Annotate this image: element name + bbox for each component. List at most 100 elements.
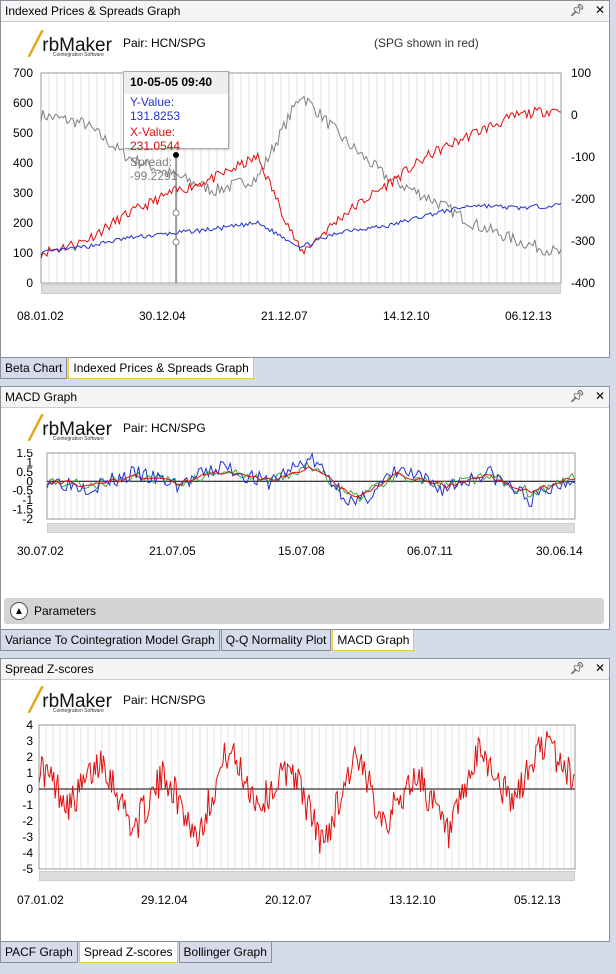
y-tick-label: 500: [13, 126, 33, 140]
histogram-series-line: [46, 466, 575, 498]
y-tick-label: 0: [26, 276, 33, 290]
tab-qq-plot[interactable]: Q-Q Normality Plot: [220, 630, 332, 651]
crosshair-marker: [172, 238, 180, 246]
x-tick-label: 05.12.13: [514, 893, 561, 907]
y-tick-label: 700: [13, 66, 33, 80]
tooltip-time: 10-05-05 09:40: [124, 72, 228, 94]
y-tick-label: 400: [13, 156, 33, 170]
y-tick-label: -1.5: [12, 503, 33, 517]
x-tick-label: 30.06.14: [536, 544, 583, 558]
pin-icon[interactable]: 📌︎: [569, 3, 585, 17]
parameters-expander[interactable]: ▲ Parameters: [4, 598, 604, 624]
y-tick-label: 600: [13, 96, 33, 110]
y-tick-label: -0.5: [12, 484, 33, 498]
pair-label: Pair: HCN/SPG: [123, 421, 206, 435]
tab-beta-chart[interactable]: Beta Chart: [0, 358, 68, 379]
y-tick-label: -1: [22, 798, 33, 812]
tab-pacf[interactable]: PACF Graph: [0, 942, 78, 963]
pair-label: Pair: HCN/SPG: [123, 693, 206, 707]
y-tick-label: -2: [22, 512, 33, 526]
chart-scrollbar[interactable]: [47, 523, 575, 533]
tab-indexed-prices[interactable]: Indexed Prices & Spreads Graph: [68, 358, 254, 379]
tab-variance[interactable]: Variance To Cointegration Model Graph: [0, 630, 220, 651]
y-tick-label: 1.5: [16, 449, 33, 460]
indexed-prices-panel: Indexed Prices & Spreads Graph 📌︎ ✕ ╱rbM…: [0, 0, 610, 358]
logo-arc-icon: ╱: [29, 415, 43, 440]
panel1-tabs: Beta Chart Indexed Prices & Spreads Grap…: [0, 358, 255, 379]
y-tick-label: 300: [13, 186, 33, 200]
data-tooltip: 10-05-05 09:40 Y-Value: 131.8253 X-Value…: [123, 71, 229, 183]
panel2-tabs: Variance To Cointegration Model Graph Q-…: [0, 630, 415, 651]
crosshair-marker: [173, 152, 179, 158]
spread-series-line: [40, 95, 562, 256]
macd-chart[interactable]: 1.510.50-0.5-1-1.5-2: [1, 449, 609, 529]
arbmaker-logo: ╱rbMaker Cointegration Software: [29, 687, 112, 714]
y-tick-label: -4: [22, 846, 33, 860]
y-tick-label: 0.5: [16, 465, 33, 479]
y-tick-label: 3: [26, 734, 33, 748]
y-tick-label: -3: [22, 830, 33, 844]
pair-label: Pair: HCN/SPG: [123, 36, 206, 50]
chart-scrollbar[interactable]: [41, 284, 561, 294]
tab-macd[interactable]: MACD Graph: [332, 630, 415, 651]
chart-scrollbar[interactable]: [39, 871, 575, 881]
macd-series-line: [46, 451, 576, 508]
parameters-label: Parameters: [34, 604, 97, 618]
signal-series-line: [46, 461, 576, 503]
pin-icon[interactable]: 📌︎: [569, 389, 585, 403]
pin-icon[interactable]: 📌︎: [569, 661, 585, 675]
arbmaker-logo: ╱rbMaker Cointegration Software: [29, 31, 112, 58]
spg-series-line: [40, 106, 562, 259]
x-tick-label: 15.07.08: [278, 544, 325, 558]
y-tick-label: -1: [22, 493, 33, 507]
y-tick-label: -400: [571, 276, 595, 290]
x-tick-label: 21.07.05: [149, 544, 196, 558]
close-icon[interactable]: ✕: [594, 3, 605, 17]
series-note: (SPG shown in red): [374, 36, 479, 50]
panel3-tabs: PACF Graph Spread Z-scores Bollinger Gra…: [0, 942, 273, 963]
plot-area: [40, 72, 562, 284]
panel-titlebar[interactable]: MACD Graph 📌︎ ✕: [1, 387, 609, 408]
x-tick-label: 08.01.02: [17, 309, 64, 323]
tab-spread-zscores[interactable]: Spread Z-scores: [78, 942, 178, 963]
panel-title: Spread Z-scores: [5, 662, 94, 676]
panel-titlebar[interactable]: Indexed Prices & Spreads Graph 📌︎ ✕: [1, 1, 609, 22]
x-tick-label: 13.12.10: [389, 893, 436, 907]
zscore-panel: Spread Z-scores 📌︎ ✕ ╱rbMaker Cointegrat…: [0, 658, 610, 942]
logo-arc-icon: ╱: [29, 31, 43, 56]
y-tick-label: 2: [26, 750, 33, 764]
chevron-up-icon[interactable]: ▲: [10, 602, 28, 620]
tab-bollinger[interactable]: Bollinger Graph: [178, 942, 272, 963]
y-tick-label: 0: [571, 108, 578, 122]
macd-panel: MACD Graph 📌︎ ✕ ╱rbMaker Cointegration S…: [0, 386, 610, 630]
y-tick-label: -100: [571, 150, 595, 164]
y-tick-label: 200: [13, 216, 33, 230]
x-tick-label: 06.12.13: [505, 309, 552, 323]
x-tick-label: 07.01.02: [17, 893, 64, 907]
y-tick-label: 4: [26, 719, 33, 732]
zscore-chart[interactable]: 4 3 2 1 0 -1 -2 -3 -4 -5: [1, 719, 609, 879]
arbmaker-logo: ╱rbMaker Cointegration Software: [29, 415, 112, 442]
panel-titlebar[interactable]: Spread Z-scores 📌︎ ✕: [1, 659, 609, 680]
x-tick-label: 14.12.10: [383, 309, 430, 323]
y-tick-label: 1: [26, 766, 33, 780]
y-tick-label: 0: [26, 782, 33, 796]
x-tick-label: 06.07.11: [407, 544, 453, 558]
crosshair-marker: [172, 209, 180, 217]
close-icon[interactable]: ✕: [594, 661, 605, 675]
x-tick-label: 21.12.07: [261, 309, 308, 323]
y-tick-label: 0: [26, 474, 33, 488]
x-tick-label: 30.12.04: [139, 309, 186, 323]
tooltip-spread: Spread: -99.2291: [130, 155, 178, 183]
plot-area: [38, 724, 576, 870]
y-tick-label: 1: [26, 455, 33, 469]
panel-title: Indexed Prices & Spreads Graph: [5, 4, 181, 18]
y-tick-label: -300: [571, 234, 595, 248]
tooltip-x-value: X-Value: 231.0544: [130, 125, 181, 153]
zscore-series-line: [38, 730, 576, 854]
y-tick-label: -5: [22, 862, 33, 876]
y-tick-label: 100: [571, 66, 591, 80]
close-icon[interactable]: ✕: [594, 389, 605, 403]
y-tick-label: -2: [22, 814, 33, 828]
logo-arc-icon: ╱: [29, 687, 43, 712]
